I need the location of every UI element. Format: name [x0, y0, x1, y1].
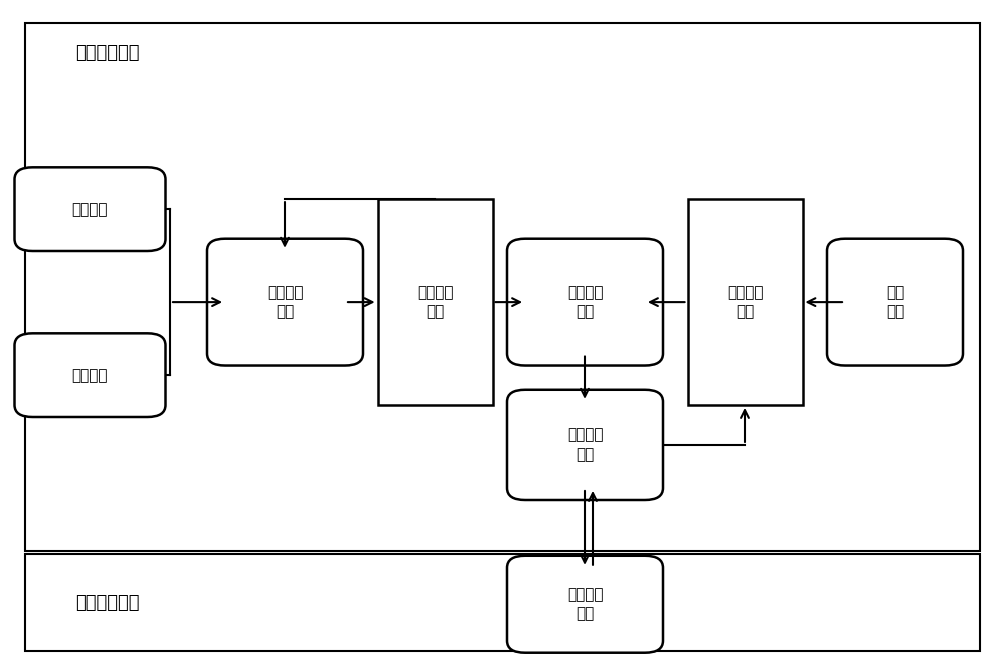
Text: 数据采集
模块: 数据采集 模块 — [267, 285, 303, 319]
FancyBboxPatch shape — [827, 238, 963, 365]
Bar — [378, 199, 492, 405]
FancyBboxPatch shape — [507, 238, 663, 365]
Text: 机器人控制器: 机器人控制器 — [75, 594, 140, 612]
Text: 配置
模块: 配置 模块 — [886, 285, 904, 319]
Text: 服务发布
模块: 服务发布 模块 — [567, 428, 603, 462]
FancyBboxPatch shape — [507, 556, 663, 653]
Bar — [25, 554, 980, 651]
Bar — [25, 23, 980, 551]
Text: 功能按键: 功能按键 — [72, 202, 108, 216]
Text: 机器人示教器: 机器人示教器 — [75, 44, 140, 62]
Bar — [688, 199, 802, 405]
FancyBboxPatch shape — [14, 333, 165, 417]
FancyBboxPatch shape — [507, 390, 663, 500]
Text: 服务调用
模块: 服务调用 模块 — [567, 587, 603, 622]
FancyBboxPatch shape — [207, 238, 363, 365]
Text: 用户界面: 用户界面 — [72, 368, 108, 382]
Text: 配置存储
模块: 配置存储 模块 — [727, 285, 763, 319]
FancyBboxPatch shape — [14, 167, 165, 251]
Text: 数据存储
模块: 数据存储 模块 — [417, 285, 453, 319]
Text: 服务封装
模块: 服务封装 模块 — [567, 285, 603, 319]
